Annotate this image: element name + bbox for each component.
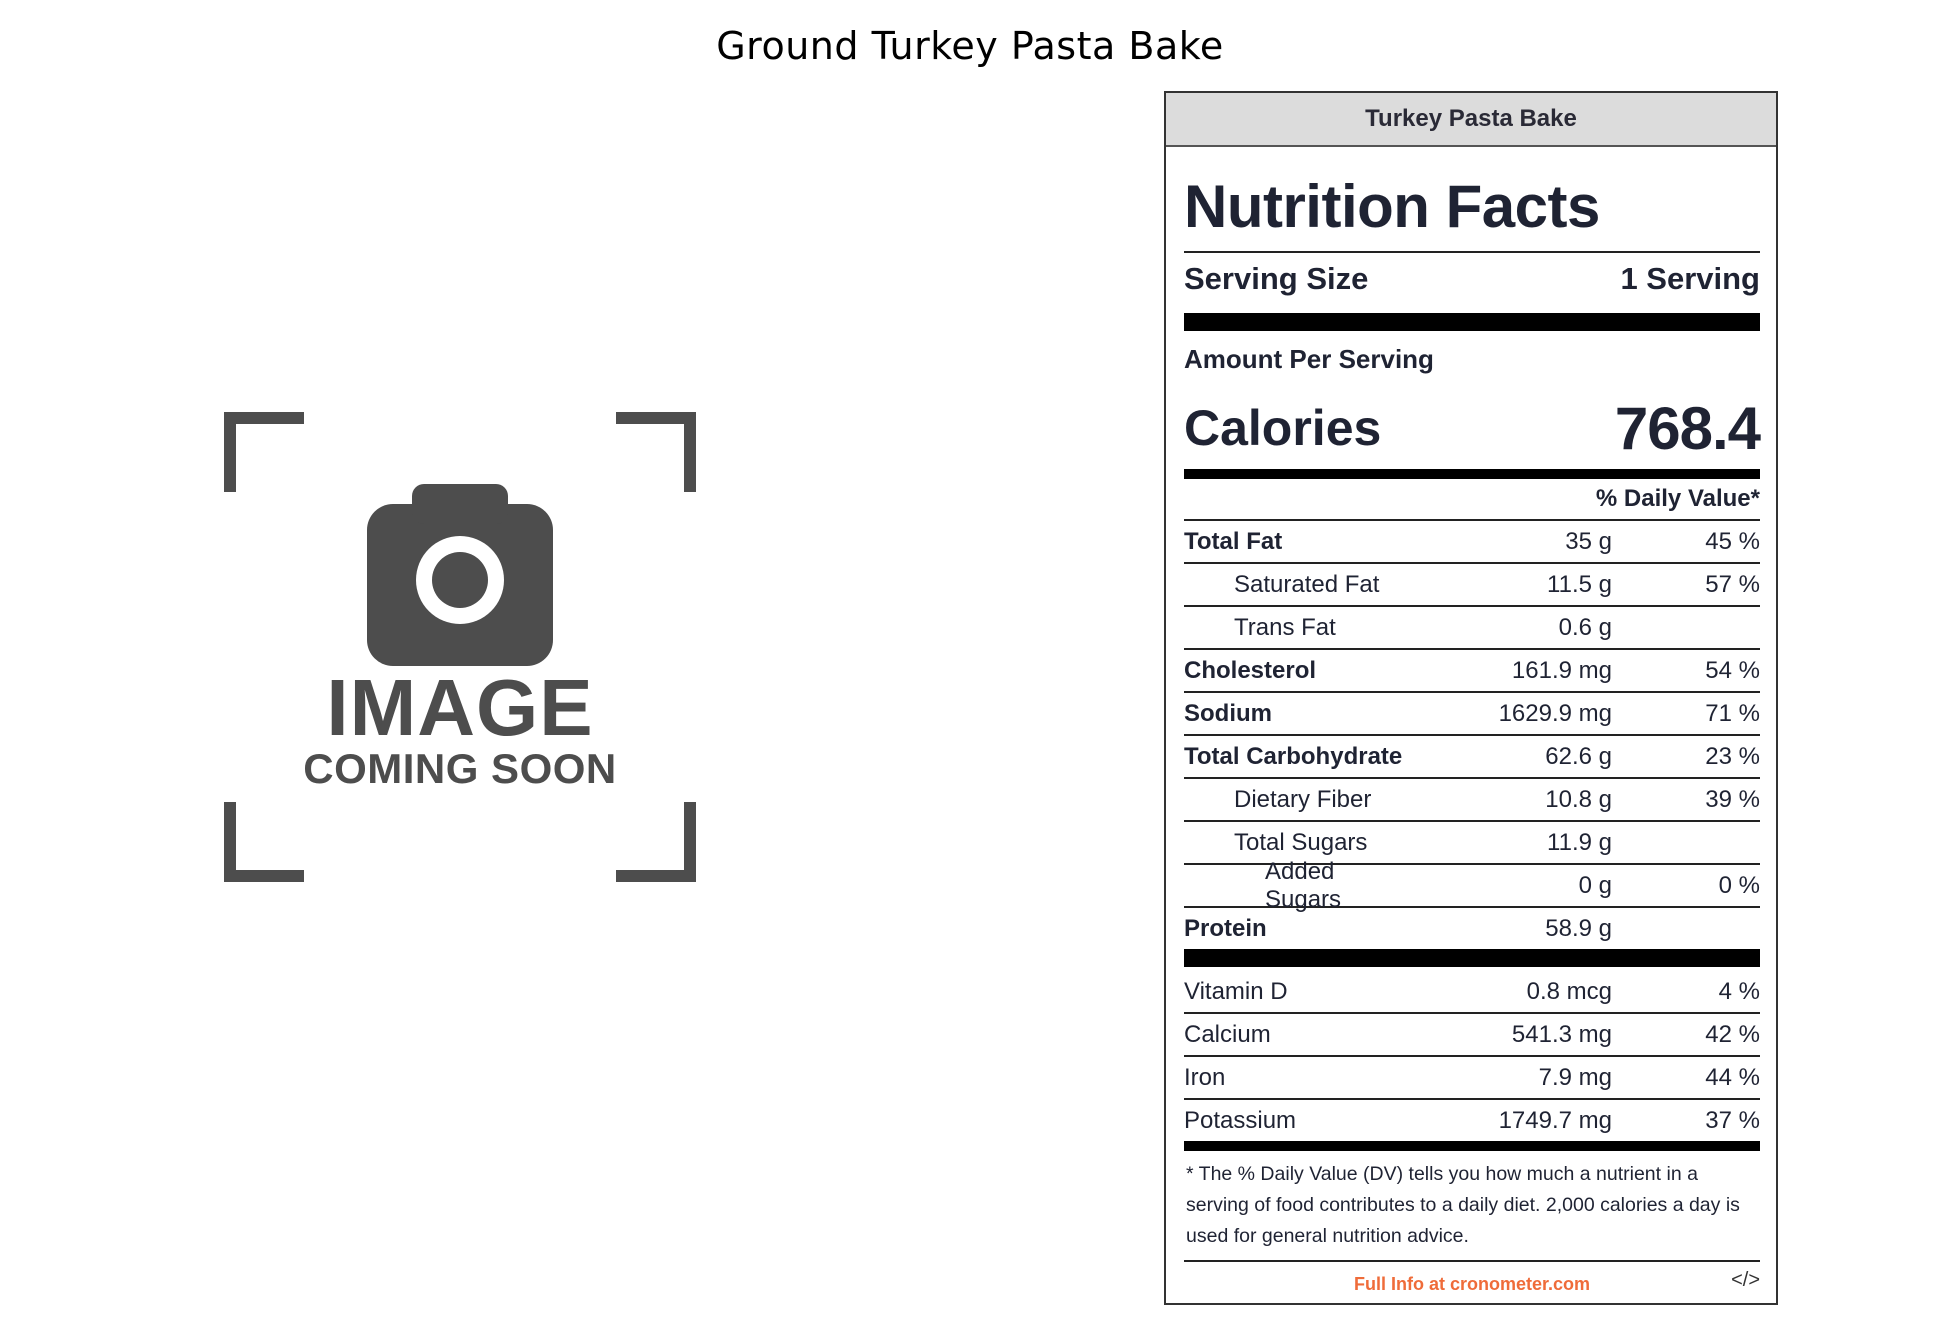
vitamin-daily-value: 4 % <box>1718 977 1760 1005</box>
nutrition-facts-title: Nutrition Facts <box>1184 173 1600 240</box>
embed-code-icon[interactable]: </> <box>1731 1269 1760 1291</box>
vitamin-name: Iron <box>1184 1063 1226 1091</box>
vitamin-name: Calcium <box>1184 1020 1271 1048</box>
nutrient-amount: 0 g <box>1578 871 1612 899</box>
calories-row: Calories 768.4 <box>1184 387 1761 469</box>
vitamin-daily-value: 44 % <box>1705 1063 1760 1091</box>
nutrient-name: Total Fat <box>1184 527 1283 555</box>
vitamin-row-calcium: Calcium 541.3 mg 42 % <box>1184 1014 1760 1057</box>
nutrient-row-dietary-fiber: Dietary Fiber 10.8 g 39 % <box>1184 779 1760 822</box>
label-footer: Full Info at cronometer.com </> <box>1184 1262 1760 1306</box>
nutrient-row-protein: Protein 58.9 g <box>1184 908 1760 949</box>
nutrient-row-total-fat: Total Fat 35 g 45 % <box>1184 521 1760 564</box>
nutrient-row-added-sugars: Added Sugars 0 g 0 % <box>1184 858 1760 913</box>
nutrient-row-total-sugars: Total Sugars 11.9 g <box>1184 822 1760 865</box>
nutrient-amount: 161.9 mg <box>1511 656 1612 684</box>
vitamin-amount: 0.8 mcg <box>1526 977 1612 1005</box>
serving-size-row: Serving Size 1 Serving <box>1184 253 1760 305</box>
divider-medium <box>1184 1141 1760 1151</box>
nutrient-row-trans-fat: Trans Fat 0.6 g <box>1184 607 1760 650</box>
placeholder-image-text: IMAGE <box>326 663 594 752</box>
nutrient-daily-value: 57 % <box>1705 570 1760 598</box>
nutrient-row-total-carbohydrate: Total Carbohydrate 62.6 g 23 % <box>1184 736 1760 779</box>
vitamin-daily-value: 37 % <box>1705 1106 1760 1134</box>
nutrient-row-cholesterol: Cholesterol 161.9 mg 54 % <box>1184 650 1760 693</box>
nutrient-row-saturated-fat: Saturated Fat 11.5 g 57 % <box>1184 564 1760 607</box>
calories-label: Calories <box>1184 400 1382 456</box>
nutrient-name: Total Carbohydrate <box>1184 742 1403 770</box>
label-body: Nutrition Facts Serving Size 1 Serving A… <box>1184 147 1761 1306</box>
placeholder-coming-soon-text: COMING SOON <box>303 745 617 792</box>
divider-thick <box>1184 949 1760 967</box>
vitamin-amount: 7.9 mg <box>1538 1063 1612 1091</box>
nutrient-daily-value: 54 % <box>1705 656 1760 684</box>
nutrient-amount: 35 g <box>1565 527 1612 555</box>
divider-thick <box>1184 313 1760 331</box>
vitamin-daily-value: 42 % <box>1705 1020 1760 1048</box>
nutrient-amount: 11.5 g <box>1547 570 1612 598</box>
page-title: Ground Turkey Pasta Bake <box>716 24 1224 68</box>
nutrient-name: Total Sugars <box>1234 828 1368 856</box>
nutrient-amount: 1629.9 mg <box>1498 699 1612 727</box>
camera-icon <box>224 412 696 882</box>
vitamin-row-iron: Iron 7.9 mg 44 % <box>1184 1057 1760 1100</box>
nutrient-name: Sodium <box>1184 699 1272 727</box>
nutrient-amount: 11.9 g <box>1547 828 1612 856</box>
nutrient-name: Trans Fat <box>1234 613 1336 641</box>
nutrient-amount: 10.8 g <box>1545 785 1612 813</box>
vitamin-row-vitamin-d: Vitamin D 0.8 mcg 4 % <box>1184 971 1760 1014</box>
calories-value: 768.4 <box>1614 394 1761 462</box>
cronometer-link[interactable]: Full Info at cronometer.com <box>1353 1274 1591 1294</box>
nutrient-amount: 62.6 g <box>1545 742 1612 770</box>
nutrient-name: Added Sugars <box>1265 857 1342 913</box>
serving-size-value: 1 Serving <box>1620 261 1760 296</box>
daily-value-header: % Daily Value* <box>1184 479 1760 521</box>
nutrient-amount: 0.6 g <box>1558 613 1612 641</box>
vitamin-name: Potassium <box>1184 1106 1297 1134</box>
daily-value-footnote: * The % Daily Value (DV) tells you how m… <box>1184 1151 1760 1262</box>
nutrient-name: Dietary Fiber <box>1234 785 1372 813</box>
nutrient-name: Protein <box>1184 914 1267 942</box>
nutrient-row-sodium: Sodium 1629.9 mg 71 % <box>1184 693 1760 736</box>
nutrient-amount: 58.9 g <box>1545 914 1612 942</box>
nutrient-daily-value: 39 % <box>1705 785 1760 813</box>
nutrient-name: Saturated Fat <box>1234 570 1380 598</box>
nutrient-daily-value: 0 % <box>1718 871 1760 899</box>
divider-medium <box>1184 469 1760 479</box>
amount-per-serving: Amount Per Serving <box>1184 344 1434 374</box>
nutrient-daily-value: 71 % <box>1705 699 1760 727</box>
nutrient-name: Cholesterol <box>1184 656 1317 684</box>
serving-size-label: Serving Size <box>1184 261 1369 296</box>
image-placeholder: IMAGE COMING SOON <box>224 412 696 882</box>
vitamin-row-potassium: Potassium 1749.7 mg 37 % <box>1184 1100 1760 1141</box>
label-header: Turkey Pasta Bake <box>1166 93 1776 147</box>
nutrient-daily-value: 23 % <box>1705 742 1760 770</box>
nutrition-label: Turkey Pasta Bake Nutrition Facts Servin… <box>1164 91 1778 1305</box>
vitamin-name: Vitamin D <box>1184 977 1288 1005</box>
vitamin-amount: 541.3 mg <box>1511 1020 1612 1048</box>
nutrient-daily-value: 45 % <box>1705 527 1760 555</box>
vitamin-amount: 1749.7 mg <box>1498 1106 1612 1134</box>
